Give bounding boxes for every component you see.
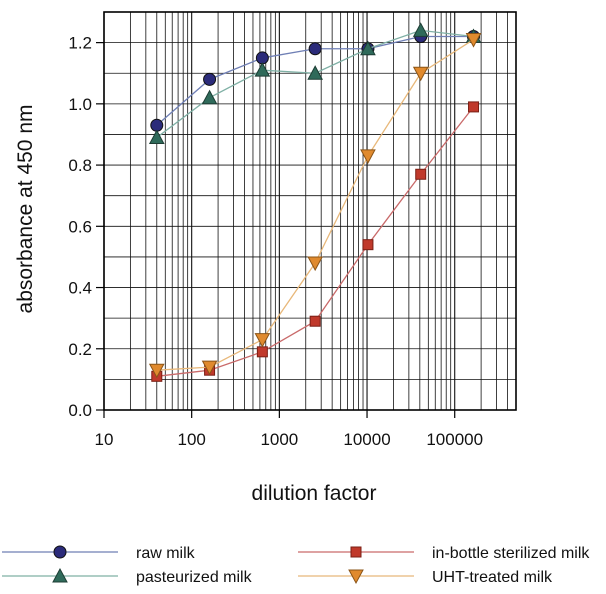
y-tick-label: 1.0 <box>68 95 92 114</box>
legend-marker <box>53 545 67 559</box>
data-point <box>203 72 217 86</box>
legend-label: raw milk <box>136 545 196 562</box>
series-1 <box>148 22 482 145</box>
y-tick-label: 1.2 <box>68 34 92 53</box>
y-axis: 0.0 0.2 0.4 0.6 0.8 1.0 1.2 <box>68 34 104 420</box>
data-point <box>307 65 323 80</box>
data-point <box>468 101 480 113</box>
data-point <box>360 40 376 56</box>
y-tick-label: 0.4 <box>68 279 92 298</box>
data-point <box>201 360 218 376</box>
x-tick-label: 10 <box>95 430 114 449</box>
series-0 <box>150 29 481 132</box>
legend-item: in-bottle sterilized milk <box>298 545 590 562</box>
plot-frame <box>103 11 517 411</box>
data-point <box>309 315 321 327</box>
y-tick-label: 0.0 <box>68 401 92 420</box>
data-point <box>201 89 218 105</box>
x-tick-label: 100 <box>177 430 205 449</box>
x-tick-label: 1000 <box>260 430 298 449</box>
x-tick-label: 100000 <box>426 430 483 449</box>
legend-label: UHT-treated milk <box>432 569 553 586</box>
data-point <box>412 22 429 37</box>
data-point <box>148 363 165 379</box>
x-axis: 10 100 1000 10000 100000 <box>95 410 483 449</box>
series-line <box>156 106 475 377</box>
y-tick-label: 0.8 <box>68 156 92 175</box>
data-point <box>415 168 427 180</box>
data-point <box>362 239 374 251</box>
data-point <box>256 346 268 358</box>
data-point <box>360 149 376 164</box>
data-point <box>307 256 323 272</box>
y-tick-label: 0.6 <box>68 217 92 236</box>
data-point <box>308 42 322 56</box>
data-point <box>148 129 165 145</box>
legend: raw milk pasteurized milk in-bottle steril… <box>2 545 590 586</box>
legend-marker <box>52 567 68 583</box>
series-2 <box>151 101 480 382</box>
data-point <box>412 66 429 82</box>
data-point <box>254 333 271 348</box>
data-point <box>465 33 482 48</box>
legend-item: pasteurized milk <box>2 567 253 586</box>
y-axis-title: absorbance at 450 nm <box>14 105 37 314</box>
grid <box>103 11 517 411</box>
x-tick-label: 10000 <box>343 430 390 449</box>
series-3 <box>148 33 482 379</box>
legend-marker <box>350 546 362 558</box>
data-point <box>254 62 271 77</box>
y-tick-label: 0.2 <box>68 340 92 359</box>
legend-item: UHT-treated milk <box>298 569 553 586</box>
series-layer <box>148 22 482 382</box>
x-axis-title: dilution factor <box>252 482 377 505</box>
legend-marker <box>348 569 364 585</box>
legend-label: in-bottle sterilized milk <box>432 545 590 562</box>
legend-item: raw milk <box>2 545 196 562</box>
legend-label: pasteurized milk <box>136 569 253 586</box>
